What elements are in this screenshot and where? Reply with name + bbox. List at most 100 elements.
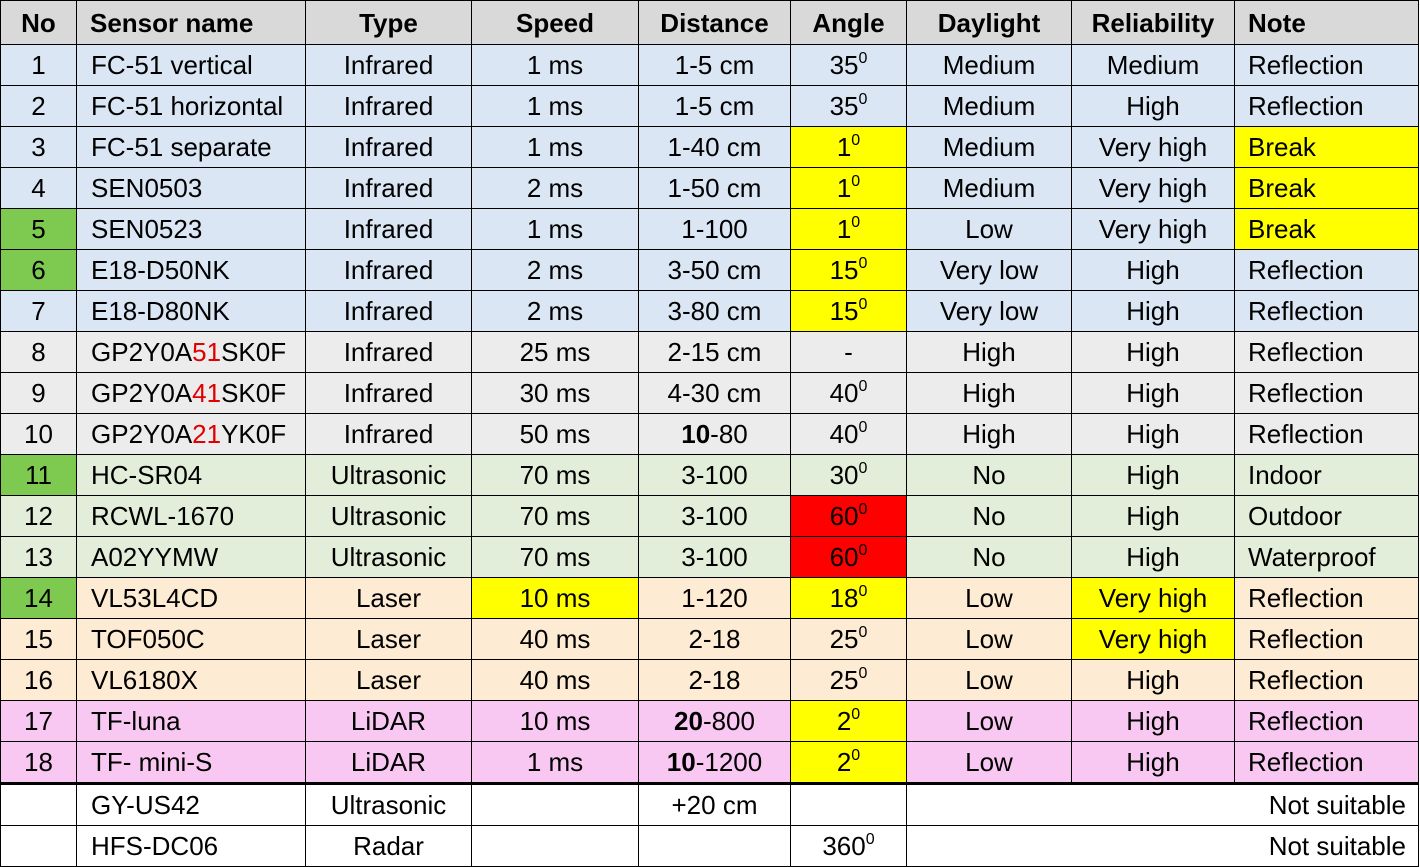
cell-speed: 1 ms	[471, 741, 639, 784]
cell-type: Infrared	[305, 208, 472, 250]
degree-superscript: 0	[851, 173, 861, 190]
table-row: 11 HC-SR04 Ultrasonic 70 ms 3-100 300 No High In…	[0, 454, 1419, 496]
table-row: 9 GP2Y0A41SK0F Infrared 30 ms 4-30 cm 400 High…	[0, 372, 1419, 414]
cell-speed: 40 ms	[471, 618, 639, 660]
distance-value: 2-18	[688, 624, 741, 654]
degree-superscript: 0	[858, 460, 868, 477]
header-distance: Distance	[638, 0, 791, 45]
cell-no: 1	[0, 44, 77, 86]
cell-distance: 3-50 cm	[638, 249, 791, 291]
distance-value: 1-5 cm	[674, 50, 755, 80]
table-row: 10 GP2Y0A21YK0F Infrared 50 ms 10-80 400 High H…	[0, 413, 1419, 455]
cell-daylight: Very low	[906, 249, 1072, 291]
cell-no: 7	[0, 290, 77, 332]
sensor-name-suffix: SK0F	[221, 337, 287, 367]
cell-daylight: Low	[906, 618, 1072, 660]
cell-note: Reflection	[1234, 85, 1419, 127]
cell-sensor-name: HFS-DC06	[76, 825, 306, 867]
cell-angle: 400	[790, 372, 907, 414]
cell-distance: 1-50 cm	[638, 167, 791, 209]
distance-min-bold: 20	[674, 706, 703, 736]
cell-angle: 250	[790, 659, 907, 701]
table-row: 17 TF-luna LiDAR 10 ms 20-800 20 Low High Reflec…	[0, 700, 1419, 742]
distance-value: 2-18	[688, 665, 741, 695]
angle-value: 40	[829, 419, 859, 449]
header-row: No Sensor name Type Speed Distance Angle…	[0, 0, 1419, 45]
distance-value: 4-30 cm	[667, 378, 762, 408]
angle-value: 40	[829, 378, 859, 408]
angle-value: 25	[829, 624, 859, 654]
cell-angle: 150	[790, 290, 907, 332]
table-row: 7 E18-D80NK Infrared 2 ms 3-80 cm 150 Very low…	[0, 290, 1419, 332]
cell-speed: 2 ms	[471, 290, 639, 332]
degree-superscript: 0	[858, 91, 868, 108]
cell-speed: 1 ms	[471, 208, 639, 250]
cell-reliability: Very high	[1071, 208, 1235, 250]
cell-angle: 400	[790, 413, 907, 455]
cell-sensor-name: HC-SR04	[76, 454, 306, 496]
cell-angle: 180	[790, 577, 907, 619]
distance-min-bold: 10	[666, 747, 696, 777]
cell-sensor-name: GY-US42	[76, 782, 306, 826]
cell-daylight: Low	[906, 700, 1072, 742]
cell-no: 18	[0, 741, 77, 784]
cell-type: Laser	[305, 618, 472, 660]
cell-type: Infrared	[305, 413, 472, 455]
cell-no: 11	[0, 454, 77, 496]
cell-sensor-name: SEN0523	[76, 208, 306, 250]
cell-angle: 20	[790, 700, 907, 742]
degree-superscript: 0	[858, 665, 868, 682]
cell-sensor-name: GP2Y0A21YK0F	[76, 413, 306, 455]
table-row: 15 TOF050C Laser 40 ms 2-18 250 Low Very high Re…	[0, 618, 1419, 660]
cell-distance: 20-800	[638, 700, 791, 742]
cell-no: 14	[0, 577, 77, 619]
cell-no: 13	[0, 536, 77, 578]
cell-distance: 1-100	[638, 208, 791, 250]
distance-value: 1-50 cm	[667, 173, 762, 203]
cell-daylight: Low	[906, 659, 1072, 701]
cell-remark: Not suitable	[906, 782, 1419, 826]
degree-superscript: 0	[851, 747, 861, 764]
sensor-name-highlight-digits: 41	[192, 378, 222, 408]
cell-no: 6	[0, 249, 77, 291]
cell-type: Radar	[305, 825, 472, 867]
cell-note: Outdoor	[1234, 495, 1419, 537]
cell-angle: 600	[790, 536, 907, 578]
cell-no: 8	[0, 331, 77, 373]
cell-type: LiDAR	[305, 700, 472, 742]
table-header: No Sensor name Type Speed Distance Angle…	[0, 0, 1419, 45]
table-row: 8 GP2Y0A51SK0F Infrared 25 ms 2-15 cm - High Hi…	[0, 331, 1419, 373]
cell-sensor-name: FC-51 vertical	[76, 44, 306, 86]
cell-speed	[471, 782, 639, 826]
degree-superscript: 0	[858, 624, 868, 641]
degree-superscript: 0	[858, 378, 868, 395]
cell-reliability: High	[1071, 536, 1235, 578]
header-reliability: Reliability	[1071, 0, 1235, 45]
cell-reliability: High	[1071, 741, 1235, 784]
cell-no: 15	[0, 618, 77, 660]
angle-value: 15	[829, 255, 859, 285]
header-angle: Angle	[790, 0, 907, 45]
cell-daylight: Medium	[906, 85, 1072, 127]
cell-reliability: High	[1071, 372, 1235, 414]
cell-speed	[471, 825, 639, 867]
cell-note: Reflection	[1234, 741, 1419, 784]
cell-no	[0, 825, 77, 867]
degree-superscript: 0	[858, 255, 868, 272]
cell-distance: 1-5 cm	[638, 85, 791, 127]
degree-superscript: 0	[851, 706, 861, 723]
cell-speed: 2 ms	[471, 167, 639, 209]
cell-no: 9	[0, 372, 77, 414]
angle-value: 35	[829, 50, 859, 80]
distance-value: -1200	[695, 747, 763, 777]
cell-type: Infrared	[305, 331, 472, 373]
cell-speed: 25 ms	[471, 331, 639, 373]
sensor-name-suffix: SK0F	[221, 378, 287, 408]
distance-value: -80	[710, 419, 748, 449]
cell-sensor-name: E18-D80NK	[76, 290, 306, 332]
cell-note: Reflection	[1234, 659, 1419, 701]
angle-value: 1	[836, 173, 852, 203]
degree-superscript: 0	[851, 214, 861, 231]
cell-reliability: High	[1071, 331, 1235, 373]
